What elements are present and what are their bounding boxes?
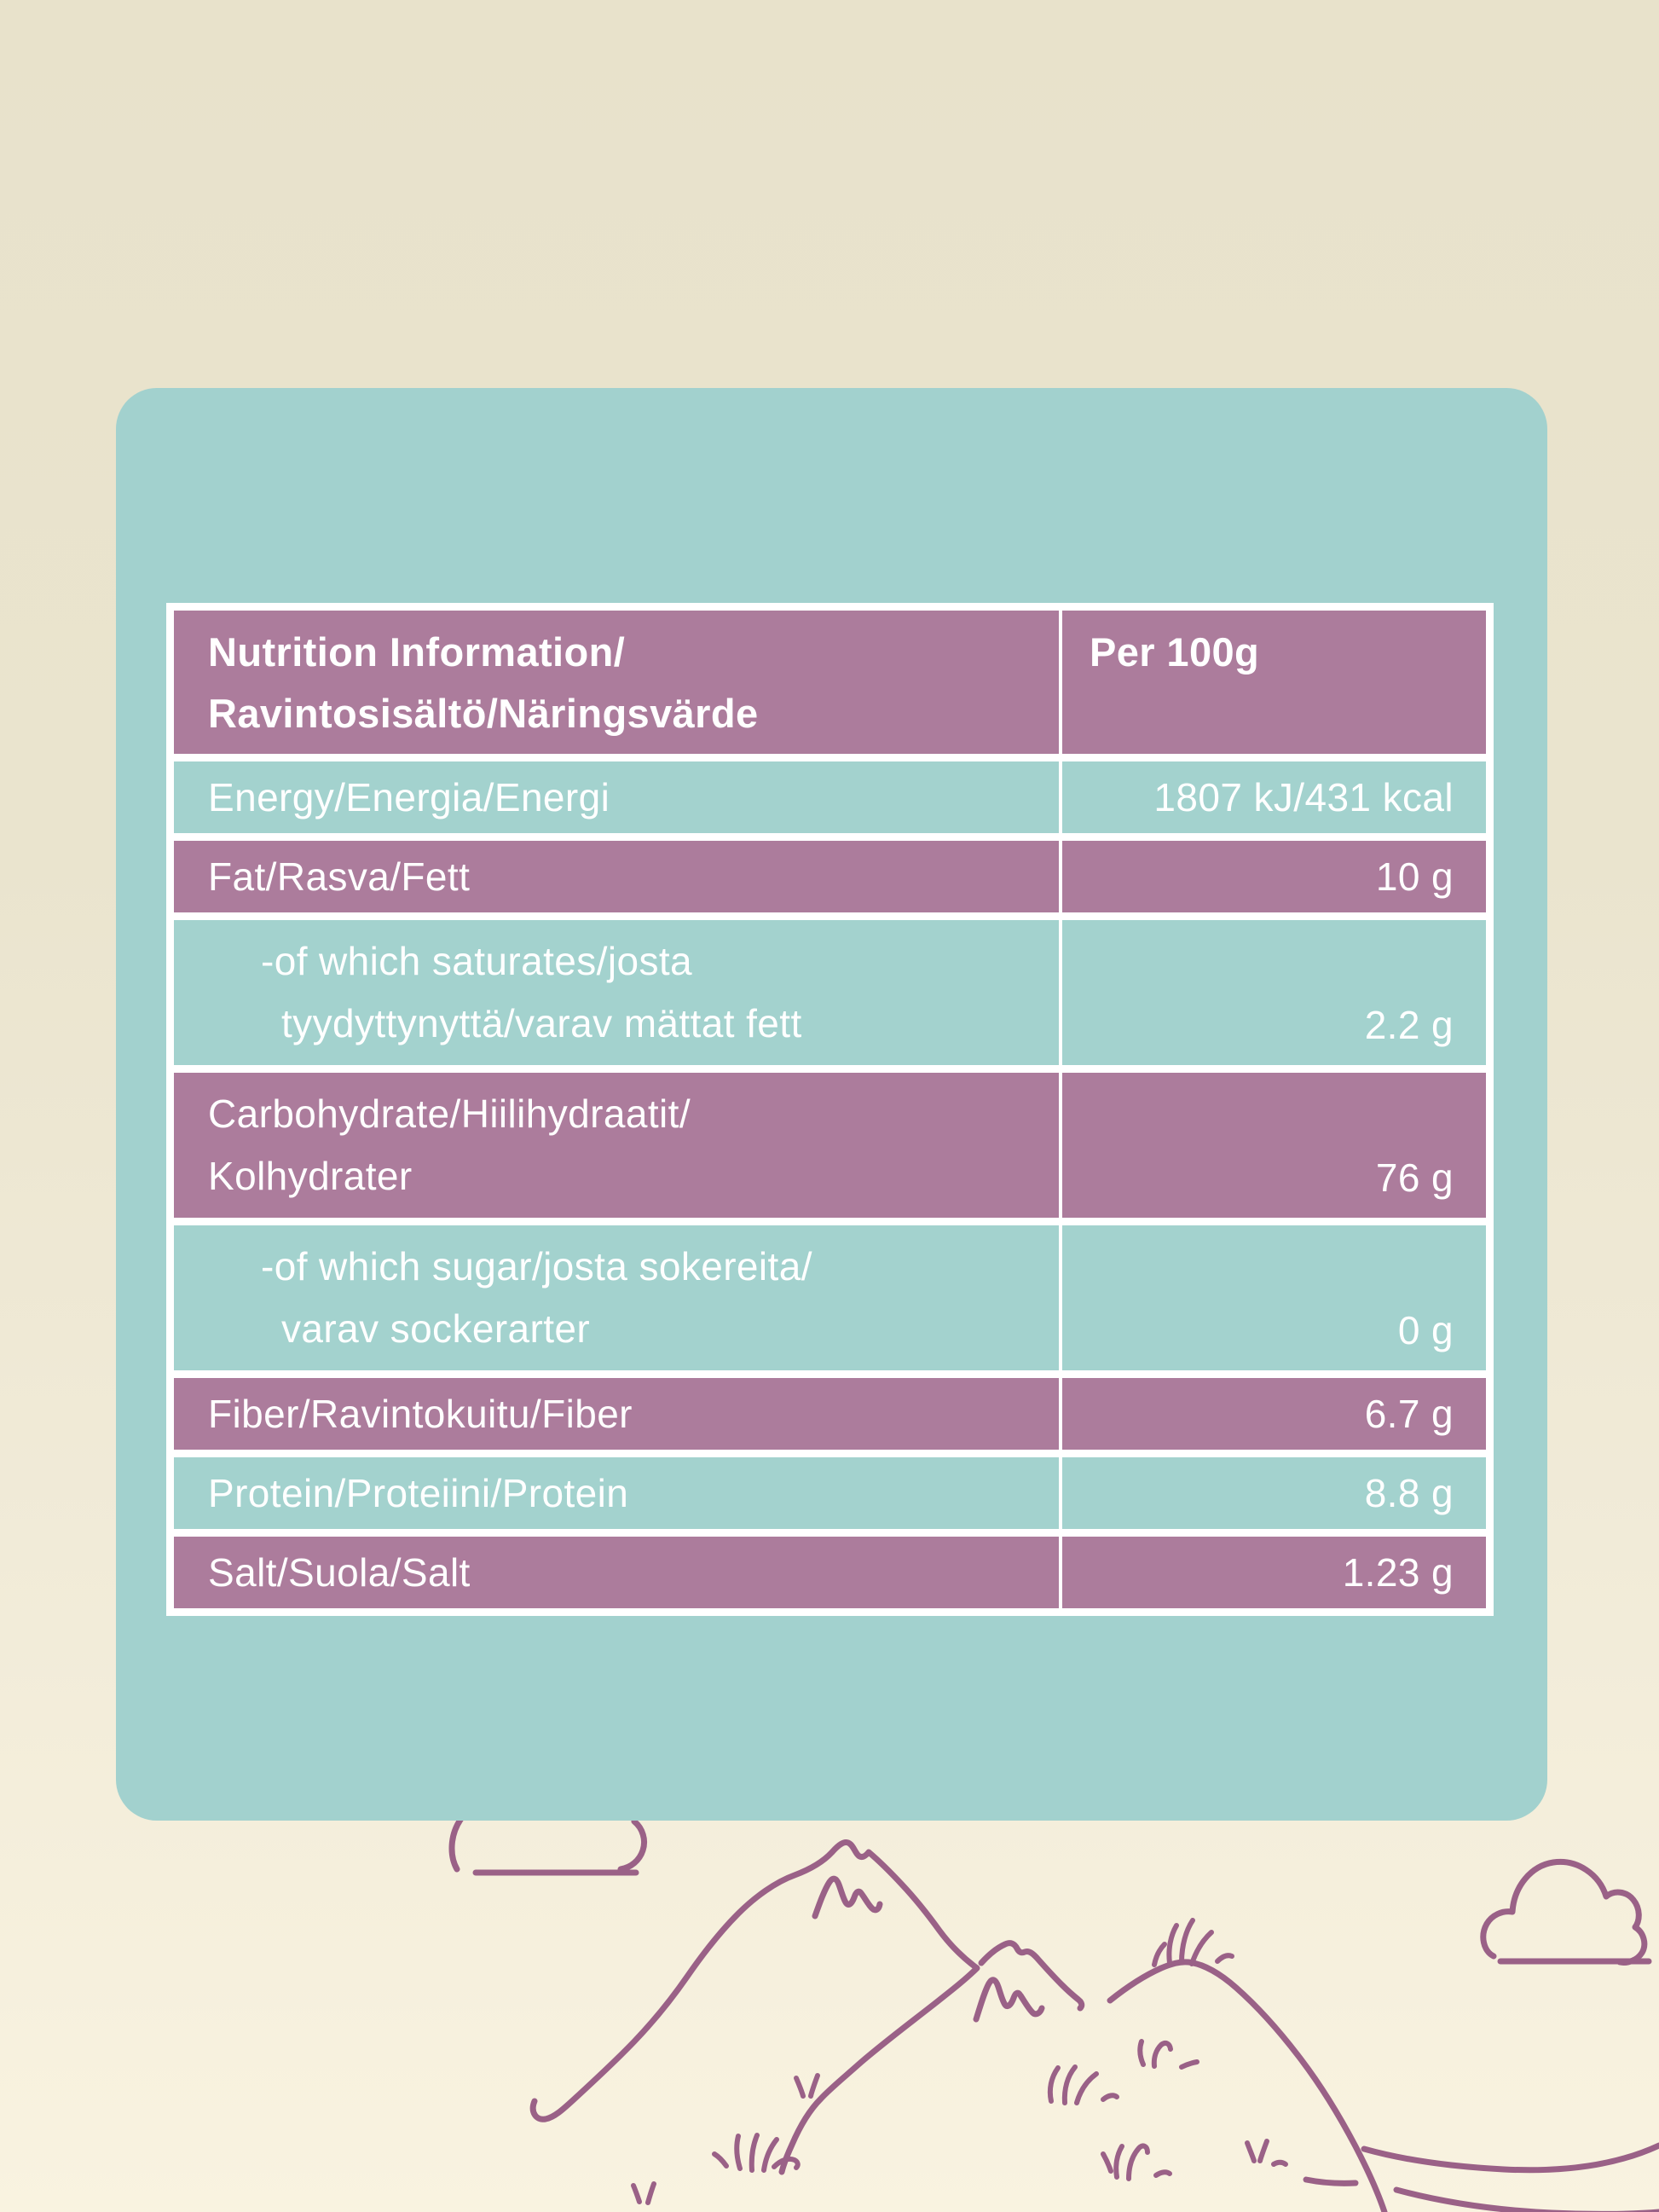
row-label-line1: -of which saturates/josta	[261, 939, 693, 983]
row-label: -of which saturates/josta tyydyttynyttä/…	[174, 920, 1059, 1065]
grass-ticks-hill-icon	[1245, 2139, 1288, 2167]
table-header-row: Nutrition Information/ Ravintosisältö/Nä…	[174, 611, 1486, 754]
row-label: Salt/Suola/Salt	[208, 1550, 471, 1595]
row-label: Fat/Rasva/Fett	[208, 854, 471, 899]
row-value: 0 g	[1059, 1225, 1486, 1370]
table-row-saturates: -of which saturates/josta tyydyttynyttä/…	[174, 920, 1486, 1065]
table-row-fat: Fat/Rasva/Fett 10 g	[174, 841, 1486, 912]
table-row-protein: Protein/Proteiini/Protein 8.8 g	[174, 1457, 1486, 1529]
foothill-icon	[1107, 1959, 1388, 2212]
small-mountain-icon	[978, 1940, 1085, 2012]
grass-tuft-ridge-foot-icon	[712, 2133, 801, 2173]
row-label: Energy/Energia/Energi	[208, 775, 610, 819]
path-dash-icon	[1303, 2176, 1359, 2186]
row-label: Protein/Proteiini/Protein	[208, 1471, 629, 1515]
right-cloud-icon	[1480, 1858, 1648, 1966]
header-title-line1: Nutrition Information/	[208, 629, 626, 675]
row-value: 10 g	[1059, 841, 1486, 912]
nutrition-card: Nutrition Information/ Ravintosisältö/Nä…	[116, 388, 1547, 1821]
row-value: 1807 kJ/431 kcal	[1059, 761, 1486, 833]
row-label-line1: Carbohydrate/Hiilihydraatit/	[208, 1092, 691, 1136]
large-peak-squiggle-icon	[812, 1875, 883, 1920]
table-row-energy: Energy/Energia/Energi 1807 kJ/431 kcal	[174, 761, 1486, 833]
path-upper-line-icon	[1361, 2142, 1659, 2174]
row-value: 6.7 g	[1059, 1378, 1486, 1450]
row-label-line2: varav sockerarter	[281, 1306, 591, 1351]
header-title: Nutrition Information/ Ravintosisältö/Nä…	[174, 611, 1059, 754]
path-lower-line-icon	[1393, 2186, 1659, 2212]
row-label-line2: tyydyttynyttä/varav mättat fett	[281, 1001, 802, 1045]
header-per-100g-label: Per 100g	[1090, 629, 1260, 675]
grass-ticks-ridge-icon	[794, 2073, 820, 2099]
small-peak-squiggle-icon	[973, 1977, 1045, 2023]
header-per-100g: Per 100g	[1059, 611, 1486, 754]
row-value: 1.23 g	[1059, 1537, 1486, 1608]
row-value: 76 g	[1059, 1073, 1486, 1218]
row-label: -of which sugar/josta sokereita/ varav s…	[174, 1225, 1059, 1370]
header-title-line2: Ravintosisältö/Näringsvärde	[208, 691, 759, 736]
grass-blades-under-hill-icon	[1137, 2039, 1199, 2070]
table-row-carbohydrate: Carbohydrate/Hiilihydraatit/ Kolhydrater…	[174, 1073, 1486, 1218]
grass-tuft-hilltop-icon	[1152, 1918, 1234, 1967]
grass-tuft-center-icon	[1047, 2064, 1119, 2105]
table-row-sugar: -of which sugar/josta sokereita/ varav s…	[174, 1225, 1486, 1370]
row-label-line1: -of which sugar/josta sokereita/	[261, 1244, 812, 1288]
row-label-line2: Kolhydrater	[208, 1154, 413, 1198]
row-value: 8.8 g	[1059, 1457, 1486, 1529]
row-label: Fiber/Ravintokuitu/Fiber	[208, 1392, 633, 1436]
large-mountain-icon	[529, 1839, 980, 2175]
grass-ticks-bottom-left-icon	[631, 2181, 656, 2205]
grass-tuft-lower-icon	[1101, 2143, 1172, 2181]
table-row-fiber: Fiber/Ravintokuitu/Fiber 6.7 g	[174, 1378, 1486, 1450]
nutrition-table: Nutrition Information/ Ravintosisältö/Nä…	[166, 603, 1494, 1616]
table-row-salt: Salt/Suola/Salt 1.23 g	[174, 1537, 1486, 1608]
row-label: Carbohydrate/Hiilihydraatit/ Kolhydrater	[174, 1073, 1059, 1218]
row-value: 2.2 g	[1059, 920, 1486, 1065]
